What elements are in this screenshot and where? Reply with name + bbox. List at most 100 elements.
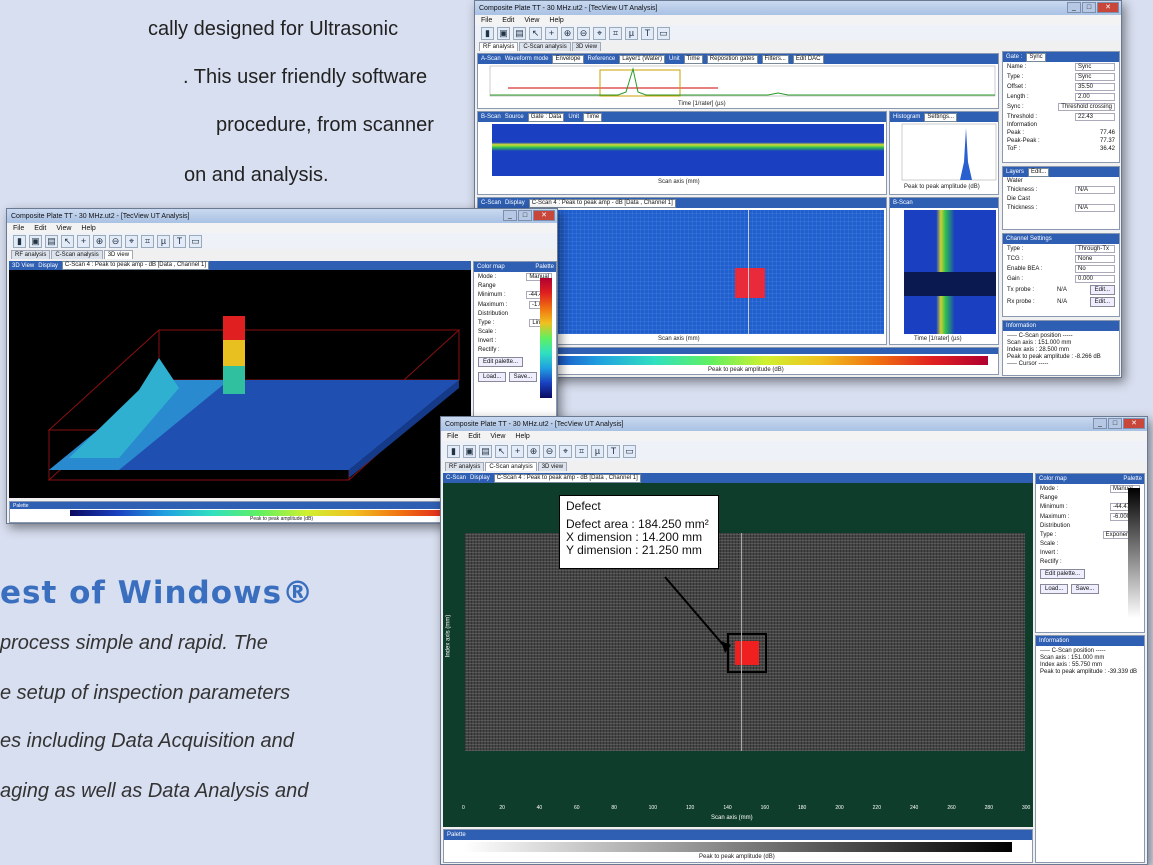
menu-help[interactable]: Help <box>549 16 564 24</box>
layer-water-thickness[interactable]: N/A <box>1075 186 1115 194</box>
open-icon[interactable]: ▮ <box>481 26 494 40</box>
bea-select[interactable]: No <box>1075 265 1115 273</box>
menu-view[interactable]: View <box>56 224 72 232</box>
pointer-icon[interactable]: ↖ <box>529 26 542 40</box>
gate-type-field[interactable]: Sync <box>1075 73 1115 81</box>
display-select[interactable]: C-Scan 4 : Peak to peak amp - dB [Data ,… <box>493 473 641 483</box>
edit-dac-button[interactable]: Edit DAC <box>792 54 824 64</box>
zoom-in-icon[interactable]: ⊕ <box>527 444 540 458</box>
comment-icon[interactable]: ▭ <box>189 234 202 248</box>
edit-palette-button[interactable]: Edit palette... <box>478 357 524 367</box>
menu-edit[interactable]: Edit <box>468 432 481 440</box>
bscan-unit-select[interactable]: Time <box>583 112 603 122</box>
edit-palette-button[interactable]: Edit palette... <box>1040 569 1086 579</box>
menu-view[interactable]: View <box>524 16 540 24</box>
units-icon[interactable]: µ <box>157 234 170 248</box>
open-icon[interactable]: ▮ <box>13 234 26 248</box>
zoom-in-icon[interactable]: ⊕ <box>561 26 574 40</box>
tab-3d-view[interactable]: 3D view <box>103 250 134 259</box>
bscan-image[interactable] <box>492 124 884 176</box>
reposition-gates-button[interactable]: Reposition gates <box>706 54 758 64</box>
zoom-out-icon[interactable]: ⊖ <box>577 26 590 40</box>
gate-sync-field[interactable]: Threshold crossing <box>1058 103 1115 111</box>
layers-edit-button[interactable]: Edit... <box>1028 167 1050 177</box>
menu-view[interactable]: View <box>490 432 506 440</box>
print-icon[interactable]: ▤ <box>479 444 492 458</box>
escan-image[interactable] <box>904 210 996 334</box>
tab-cscan-analysis[interactable]: C-Scan analysis <box>51 250 103 259</box>
mode-select[interactable]: Manual <box>526 273 552 281</box>
zoom-out-icon[interactable]: ⊖ <box>109 234 122 248</box>
source-select[interactable]: Gate : Data <box>527 112 565 122</box>
rx-probe-edit-button[interactable]: Edit... <box>1089 297 1115 307</box>
crosshair-icon[interactable]: + <box>77 234 90 248</box>
filters-button[interactable]: Filters... <box>761 54 789 64</box>
maximize-icon[interactable]: □ <box>1082 2 1096 13</box>
gate-icon[interactable]: ⌗ <box>141 234 154 248</box>
measure-icon[interactable]: ⌖ <box>125 234 138 248</box>
open-icon[interactable]: ▮ <box>447 444 460 458</box>
tab-cscan-analysis[interactable]: C-Scan analysis <box>485 462 537 471</box>
comment-icon[interactable]: ▭ <box>623 444 636 458</box>
save-icon[interactable]: ▣ <box>463 444 476 458</box>
cscan-grayscale-image[interactable] <box>465 533 1025 751</box>
gain-field[interactable]: 0.000 <box>1075 275 1115 283</box>
3d-surface-view[interactable] <box>9 270 471 498</box>
gate-threshold-field[interactable]: 22.43 <box>1075 113 1115 121</box>
maximize-icon[interactable]: □ <box>518 210 532 221</box>
close-icon[interactable]: ✕ <box>1097 2 1119 13</box>
save-icon[interactable]: ▣ <box>497 26 510 40</box>
menu-file[interactable]: File <box>481 16 493 24</box>
menu-file[interactable]: File <box>447 432 459 440</box>
channel-type-field[interactable]: Through-Tx <box>1075 245 1115 253</box>
measure-icon[interactable]: ⌖ <box>559 444 572 458</box>
gate-icon[interactable]: ⌗ <box>575 444 588 458</box>
maximize-icon[interactable]: □ <box>1108 418 1122 429</box>
gate-icon[interactable]: ⌗ <box>609 26 622 40</box>
menu-help[interactable]: Help <box>81 224 96 232</box>
load-button[interactable]: Load... <box>1040 584 1069 594</box>
menu-help[interactable]: Help <box>515 432 530 440</box>
menu-file[interactable]: File <box>13 224 25 232</box>
tab-rf-analysis[interactable]: RF analysis <box>11 250 51 259</box>
tx-probe-edit-button[interactable]: Edit... <box>1089 285 1115 295</box>
close-icon[interactable]: ✕ <box>1123 418 1145 429</box>
unit-select[interactable]: Time <box>683 54 703 64</box>
zoom-out-icon[interactable]: ⊖ <box>543 444 556 458</box>
text-icon[interactable]: T <box>607 444 620 458</box>
save-button[interactable]: Save... <box>1070 584 1100 594</box>
close-icon[interactable]: ✕ <box>533 210 555 221</box>
tab-rf-analysis[interactable]: RF analysis <box>479 42 519 51</box>
print-icon[interactable]: ▤ <box>45 234 58 248</box>
zoom-in-icon[interactable]: ⊕ <box>93 234 106 248</box>
tab-3d-view[interactable]: 3D view <box>537 462 568 471</box>
load-button[interactable]: Load... <box>478 372 507 382</box>
gate-select[interactable]: Sync <box>1026 52 1046 62</box>
measure-icon[interactable]: ⌖ <box>593 26 606 40</box>
print-icon[interactable]: ▤ <box>513 26 526 40</box>
units-icon[interactable]: µ <box>625 26 638 40</box>
layer-die-cast[interactable]: Die Cast <box>1007 196 1031 202</box>
minimize-icon[interactable]: _ <box>1093 418 1107 429</box>
reference-select[interactable]: Layer1 (Water) <box>619 54 665 64</box>
crosshair-icon[interactable]: + <box>511 444 524 458</box>
tcg-select[interactable]: None <box>1075 255 1115 263</box>
waveform-mode-select[interactable]: Envelope <box>552 54 584 64</box>
gate-length-field[interactable]: 2.00 <box>1075 93 1115 101</box>
display-select[interactable]: C-Scan 4 : Peak to peak amp - dB [Data ,… <box>61 261 209 270</box>
gate-name-field[interactable]: Sync <box>1075 63 1115 71</box>
layer-diecast-thickness[interactable]: N/A <box>1075 204 1115 212</box>
minimize-icon[interactable]: _ <box>1067 2 1081 13</box>
comment-icon[interactable]: ▭ <box>657 26 670 40</box>
pointer-icon[interactable]: ↖ <box>495 444 508 458</box>
tab-rf-analysis[interactable]: RF analysis <box>445 462 485 471</box>
menu-edit[interactable]: Edit <box>34 224 47 232</box>
display-select[interactable]: C-Scan 4 : Peak to peak amp - dB [Data ,… <box>528 198 676 208</box>
tab-3d-view[interactable]: 3D view <box>571 42 602 51</box>
gate-offset-field[interactable]: 35.50 <box>1075 83 1115 91</box>
minimize-icon[interactable]: _ <box>503 210 517 221</box>
units-icon[interactable]: µ <box>591 444 604 458</box>
histogram-settings-button[interactable]: Settings... <box>924 112 958 122</box>
text-icon[interactable]: T <box>641 26 654 40</box>
text-icon[interactable]: T <box>173 234 186 248</box>
